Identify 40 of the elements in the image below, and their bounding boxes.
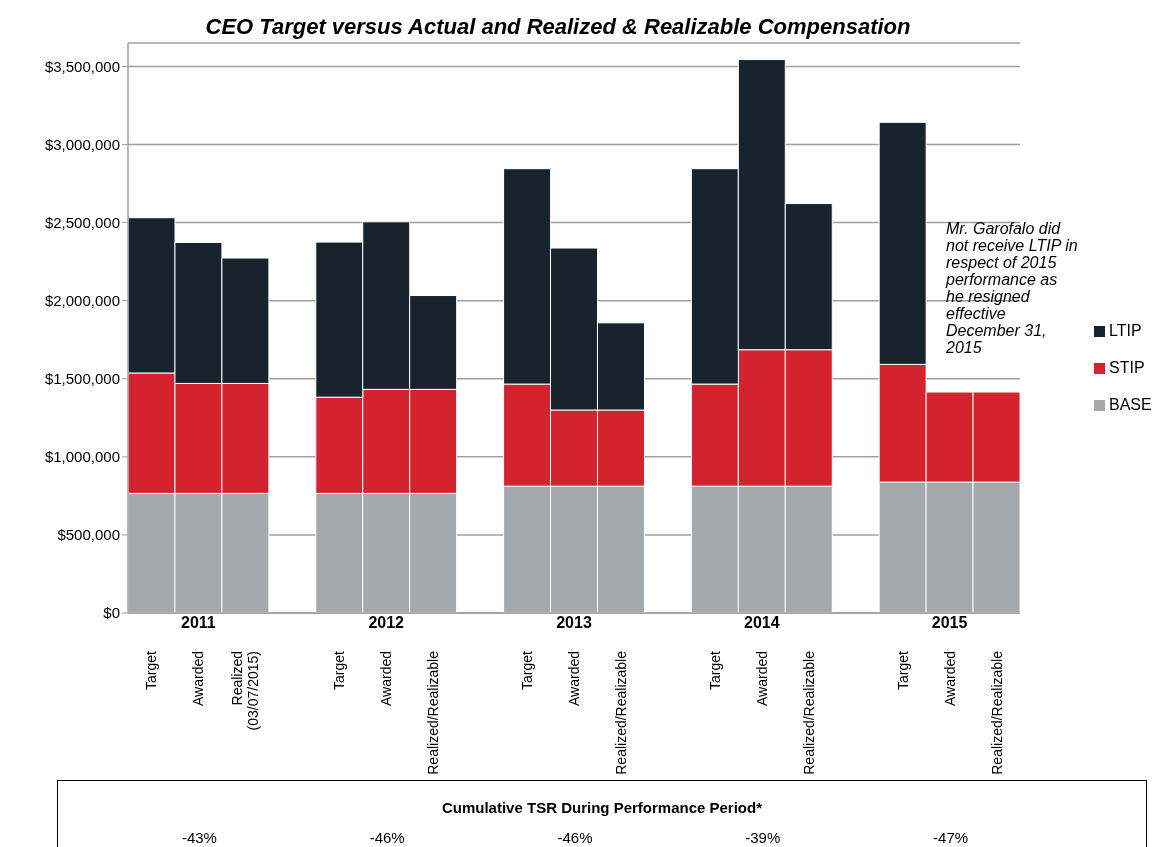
y-tick-label: $1,000,000	[44, 448, 120, 466]
x-tick-label: Target	[519, 650, 536, 690]
x-tick-label: Realized (03/07/2015)	[229, 651, 262, 731]
text: -46%	[368, 829, 406, 846]
x-tick-label: Target	[706, 650, 723, 690]
annotation: 2015	[946, 339, 982, 356]
x-tick-label: Target	[331, 650, 348, 690]
y-tick-label: $0	[103, 604, 120, 622]
legend-label: BASE	[1109, 396, 1152, 414]
text: Cumulative TSR During Performance Period*	[440, 799, 764, 816]
y-tick-label: $2,000,000	[44, 292, 120, 309]
text: -39%	[744, 829, 782, 846]
text: -47%	[932, 829, 970, 846]
text: Mr. Garofalo did not receive LTIP in respect of 2015 performance as he resigned effective December 31,	[946, 220, 1078, 339]
legend-label: LTIP	[1109, 322, 1142, 340]
text: 2012	[367, 614, 405, 632]
y-tick-label: $500,000	[57, 526, 120, 544]
chart-title: CEO Target versus Actual and Realized & Realizable Compensation	[204, 14, 912, 40]
text: 2011	[180, 614, 217, 632]
x-tick-label: Awarded	[753, 651, 770, 707]
text: 2015	[931, 614, 968, 631]
x-tick-label: Target	[143, 650, 160, 690]
x-tick-label: Awarded	[566, 651, 582, 707]
y-tick-label: $2,500,000	[44, 213, 120, 231]
text: -43%	[180, 829, 218, 846]
legend-label: STIP	[1109, 359, 1145, 377]
x-tick-label: Awarded	[190, 651, 207, 707]
x-tick-label: Realized/Realizable	[425, 650, 442, 775]
x-tick-label: Awarded	[941, 651, 958, 707]
x-tick-label: Realized/Realizable	[612, 650, 629, 775]
x-tick-label: Awarded	[378, 651, 395, 707]
text: 2014	[743, 614, 781, 632]
text: 2013	[555, 614, 593, 632]
x-tick-label: Realized/Realizable	[988, 650, 1005, 775]
x-tick-label: Realized/Realizable	[800, 650, 817, 775]
text: -46%	[556, 829, 594, 846]
y-tick-label: $3,000,000	[44, 135, 120, 153]
x-tick-label: Target	[894, 650, 911, 690]
y-tick-label: $1,500,000	[44, 370, 120, 388]
y-tick-label: $3,500,000	[44, 57, 120, 75]
